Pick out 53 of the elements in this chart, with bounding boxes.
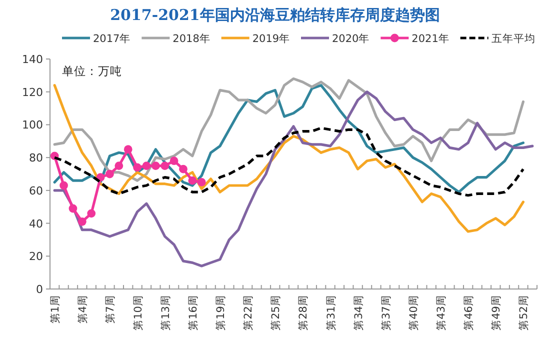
- legend-label: 2021年: [412, 33, 450, 45]
- point: [188, 176, 197, 185]
- y-tick-label: 120: [22, 86, 43, 99]
- x-tick-label: 第22周: [242, 295, 255, 330]
- x-tick-label: 第25周: [270, 295, 282, 330]
- y-tick-label: 80: [29, 152, 43, 165]
- y-tick-label: 40: [29, 217, 43, 230]
- x-tick-label: 第16周: [187, 295, 200, 330]
- line-series: [53, 84, 525, 233]
- x-tick-label: 第4周: [77, 295, 90, 324]
- x-tick-label: 第7周: [104, 295, 117, 324]
- point: [78, 217, 86, 226]
- x-tick-label: 第10周: [132, 295, 144, 330]
- x-tick-label: 第34周: [352, 295, 365, 330]
- x-tick-label: 第37周: [380, 295, 392, 330]
- point: [151, 162, 160, 170]
- legend-label: 2020年: [332, 33, 370, 45]
- point: [124, 145, 132, 154]
- point: [170, 156, 178, 166]
- point: [114, 162, 124, 170]
- point: [133, 163, 142, 172]
- x-tick-label: 第1周: [50, 295, 62, 324]
- x-tick-label: 第40周: [408, 295, 420, 330]
- x-tick-label: 第13周: [160, 295, 172, 330]
- point: [160, 162, 170, 170]
- x-tick-label: 第52周: [518, 295, 530, 330]
- legend-label: 2018年: [172, 33, 210, 45]
- point: [87, 209, 96, 218]
- legend-label: 2017年: [93, 33, 131, 45]
- x-tick-label: 第49周: [490, 295, 503, 330]
- y-tick-label: 20: [29, 250, 43, 264]
- x-tick-label: 第43周: [436, 295, 448, 330]
- x-tick-label: 第31周: [325, 295, 338, 330]
- point: [179, 164, 188, 174]
- point: [197, 178, 206, 186]
- annotation: 单位：万吨: [62, 64, 122, 78]
- line-series: [53, 90, 534, 268]
- chart-title: 2017-2021年国内沿海豆粕结转库存周度趋势图: [110, 6, 440, 24]
- point: [142, 162, 151, 170]
- point: [106, 170, 114, 178]
- line-series: [53, 77, 525, 182]
- y-tick-label: 100: [22, 118, 43, 132]
- y-tick-label: 60: [29, 184, 43, 198]
- x-tick-label: 第46周: [463, 295, 476, 330]
- legend-label: 五年平均: [491, 33, 536, 45]
- x-tick-label: 第19周: [214, 295, 227, 330]
- legend-label: 2019年: [252, 33, 290, 45]
- y-tick-label: 0: [36, 283, 43, 296]
- x-tick-label: 第28周: [298, 295, 310, 330]
- y-tick-label: 140: [22, 53, 43, 66]
- point: [68, 204, 78, 213]
- point: [60, 181, 68, 190]
- line-series: [53, 84, 525, 194]
